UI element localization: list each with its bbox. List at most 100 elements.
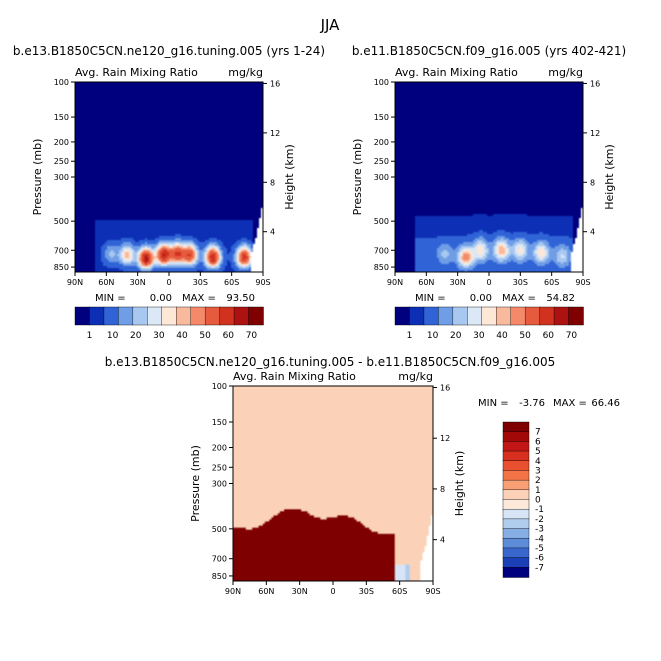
y-axis-label: Pressure (mb) [189, 445, 202, 522]
colorbar-swatch [510, 306, 526, 326]
x-tick-label: 0 [166, 278, 171, 287]
max-value: 66.46 [591, 398, 620, 409]
panel-title: b.e13.B1850C5CN.ne120_g16.tuning.005 - b… [105, 355, 556, 369]
colorbar-swatch [502, 538, 530, 549]
colorbar-swatch [496, 306, 512, 326]
x-tick-label: 60S [392, 587, 407, 596]
colorbar-swatch [502, 518, 530, 530]
colorbar-swatch [502, 460, 530, 472]
colorbar-swatch [423, 306, 440, 326]
colorbar-label: -7 [535, 563, 544, 573]
colorbar-label: 1 [535, 486, 541, 496]
colorbar-label: 50 [199, 331, 211, 341]
colorbar-swatch [219, 306, 235, 326]
max-value: 93.50 [226, 293, 255, 304]
colorbar-swatch [452, 306, 469, 326]
min-label: MIN = [478, 398, 509, 409]
panel-top-right: b.e11.B1850C5CN.f09_g16.005 (yrs 402-421… [351, 44, 626, 341]
units-label: mg/kg [548, 66, 583, 79]
x-tick-label: 30S [359, 587, 374, 596]
y2-tick-label: 4 [590, 228, 595, 237]
colorbar-swatch [502, 479, 530, 491]
y-tick-label: 250 [212, 463, 227, 472]
min-label: MIN = [415, 293, 446, 304]
colorbar-swatch [502, 547, 530, 559]
colorbar-swatch [103, 306, 120, 326]
colorbar-label: 40 [176, 331, 188, 341]
colorbar-swatch [118, 306, 134, 326]
x-tick-label: 60S [544, 278, 559, 287]
units-label: mg/kg [398, 370, 433, 383]
y2-axis-label: Height (km) [453, 451, 466, 517]
y-tick-label: 200 [212, 444, 227, 453]
panel-title: b.e13.B1850C5CN.ne120_g16.tuning.005 (yr… [13, 44, 325, 58]
x-tick-label: 90N [67, 278, 83, 287]
y-tick-label: 700 [212, 555, 227, 564]
x-tick-label: 60N [98, 278, 114, 287]
colorbar-label: 20 [130, 331, 142, 341]
colorbar-swatch [248, 306, 264, 326]
colorbar-swatch [524, 306, 541, 326]
y2-tick-label: 16 [440, 383, 450, 392]
colorbar-label: 3 [535, 466, 541, 476]
colorbar-label: 10 [427, 331, 439, 341]
min-value: 0.00 [470, 293, 492, 304]
y-tick-label: 300 [374, 173, 389, 182]
x-tick-label: 60S [224, 278, 239, 287]
x-tick-label: 30N [130, 278, 146, 287]
colorbar-label: -6 [535, 554, 544, 564]
colorbar-swatch [502, 528, 530, 539]
min-label: MIN = [95, 293, 126, 304]
max-value: 54.82 [546, 293, 575, 304]
colorbar-label: 50 [519, 331, 531, 341]
colorbar-swatch [409, 306, 425, 326]
colorbar-label: 1 [407, 331, 413, 341]
colorbar-label: 60 [223, 331, 235, 341]
colorbar-label: -1 [535, 505, 544, 515]
y-tick-label: 100 [212, 382, 227, 391]
x-tick-label: 90S [425, 587, 440, 596]
y-tick-label: 200 [54, 138, 69, 147]
colorbar-label: 1 [87, 331, 93, 341]
colorbar-swatch [502, 421, 530, 433]
x-tick-label: 90N [225, 587, 241, 596]
y-tick-label: 150 [212, 418, 227, 427]
colorbar-swatch [394, 306, 411, 326]
colorbar-label: -2 [535, 515, 544, 525]
x-tick-label: 90N [387, 278, 403, 287]
y2-tick-label: 16 [270, 79, 280, 88]
x-tick-label: 30S [193, 278, 208, 287]
y-tick-label: 700 [54, 246, 69, 255]
variable-label: Avg. Rain Mixing Ratio [233, 370, 356, 383]
y2-tick-label: 8 [440, 485, 445, 494]
x-tick-label: 0 [330, 587, 335, 596]
colorbar-swatch [176, 306, 192, 326]
data-field [395, 82, 583, 272]
y-tick-label: 150 [374, 113, 389, 122]
x-tick-label: 90S [575, 278, 590, 287]
max-label: MAX = [182, 293, 216, 304]
colorbar-swatch [502, 441, 530, 452]
min-value: 0.00 [150, 293, 172, 304]
colorbar-label: 70 [566, 331, 578, 341]
colorbar-label: 40 [496, 331, 508, 341]
x-tick-label: 60N [418, 278, 434, 287]
y-tick-label: 100 [374, 78, 389, 87]
colorbar-swatch [204, 306, 221, 326]
variable-label: Avg. Rain Mixing Ratio [395, 66, 518, 79]
panel-top-left: b.e13.B1850C5CN.ne120_g16.tuning.005 (yr… [13, 44, 325, 341]
y-tick-label: 700 [374, 246, 389, 255]
max-label: MAX = [553, 398, 587, 409]
y2-tick-label: 16 [590, 79, 600, 88]
y2-tick-label: 8 [590, 178, 595, 187]
data-field [75, 82, 263, 272]
min-value: -3.76 [519, 398, 545, 409]
x-tick-label: 30N [292, 587, 308, 596]
colorbar-swatch [502, 470, 530, 481]
colorbar-swatch [502, 567, 530, 578]
y-tick-label: 300 [54, 173, 69, 182]
y2-axis-label: Height (km) [603, 144, 616, 210]
colorbar-swatch [502, 450, 530, 462]
colorbar-swatch [502, 499, 530, 510]
